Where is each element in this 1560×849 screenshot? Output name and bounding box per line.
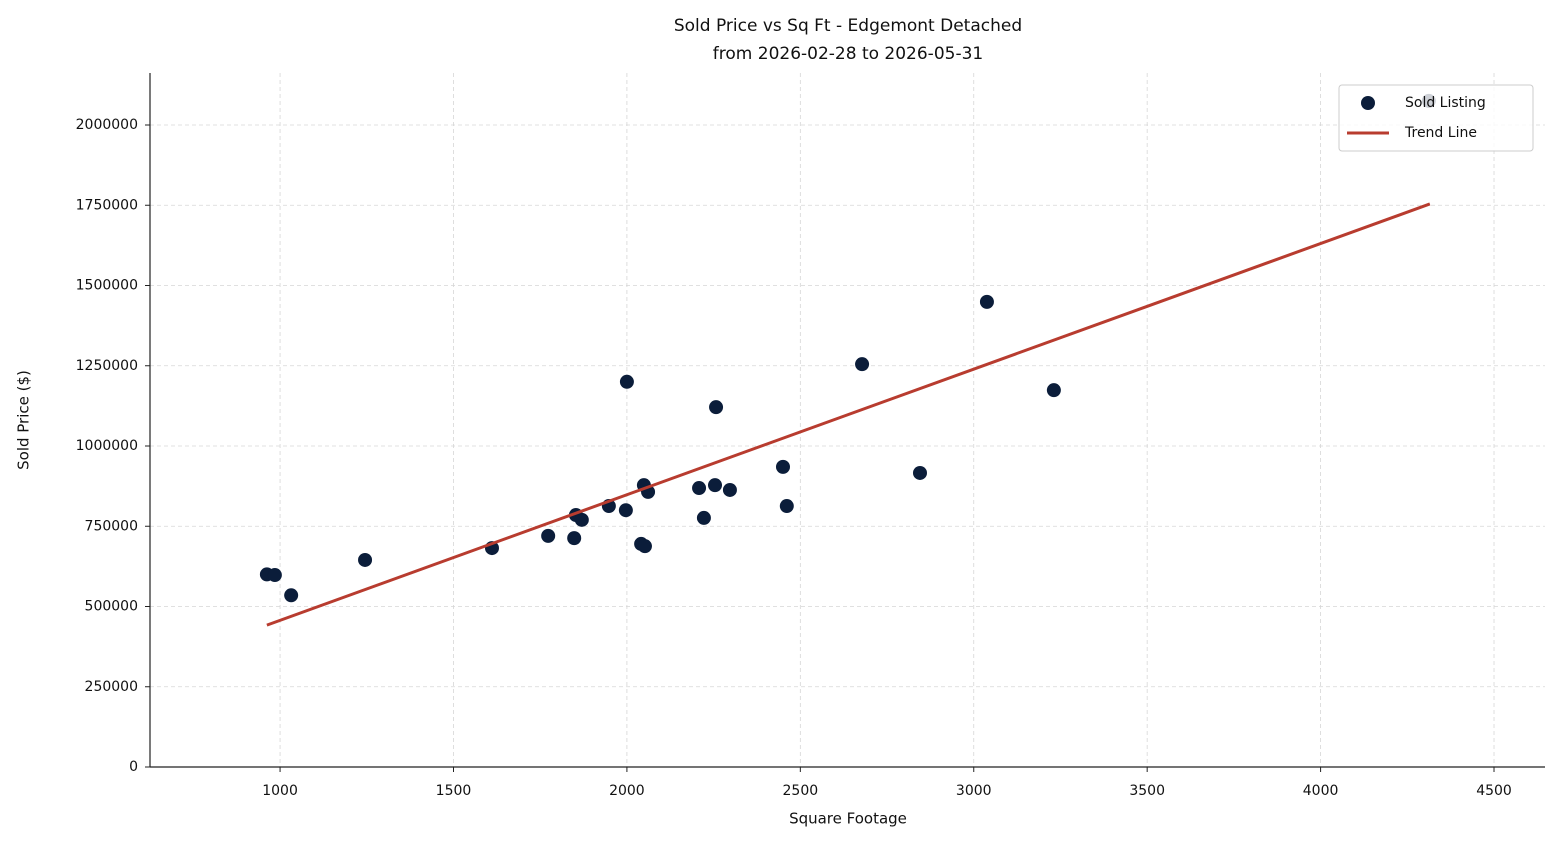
y-tick-label: 750000	[85, 518, 138, 534]
data-point	[722, 482, 737, 497]
chart-subtitle: from 2026-02-28 to 2026-05-31	[713, 44, 983, 64]
data-point	[696, 510, 711, 525]
y-tick-label: 1500000	[76, 278, 138, 294]
data-point	[567, 531, 582, 546]
legend-label: Trend Line	[1404, 125, 1477, 141]
data-point	[358, 552, 373, 567]
data-point	[855, 357, 870, 372]
x-tick-label: 1500	[436, 783, 472, 799]
data-point	[284, 588, 299, 603]
data-point	[979, 294, 994, 309]
x-tick-label: 1000	[262, 783, 298, 799]
y-tick-label: 250000	[85, 679, 138, 695]
y-axis-label: Sold Price ($)	[15, 370, 33, 470]
data-point	[912, 465, 927, 480]
data-point	[574, 512, 589, 527]
data-point	[1046, 383, 1061, 398]
chart-title: Sold Price vs Sq Ft - Edgemont Detached	[674, 16, 1022, 36]
x-tick-label: 3000	[956, 783, 992, 799]
y-tick-label: 500000	[85, 599, 138, 615]
x-tick-label: 2500	[783, 783, 819, 799]
data-point	[708, 478, 723, 493]
x-tick-label: 4500	[1476, 783, 1512, 799]
trend-line	[266, 202, 1431, 627]
data-point	[775, 459, 790, 474]
legend-label: Sold Listing	[1405, 95, 1486, 111]
x-tick-label: 2000	[609, 783, 645, 799]
data-point	[692, 481, 707, 496]
y-tick-label: 1750000	[76, 197, 138, 213]
x-tick-label: 3500	[1129, 783, 1165, 799]
y-tick-label: 1000000	[76, 438, 138, 454]
y-tick-label: 2000000	[76, 117, 138, 133]
x-axis-label: Square Footage	[789, 810, 907, 828]
data-point	[779, 499, 794, 514]
data-point	[637, 539, 652, 554]
legend-swatch	[1361, 96, 1375, 110]
data-point	[709, 400, 724, 415]
y-tick-label: 0	[129, 759, 138, 775]
data-point	[618, 503, 633, 518]
x-tick-label: 4000	[1303, 783, 1339, 799]
y-tick-label: 1250000	[76, 358, 138, 374]
data-point	[619, 374, 634, 389]
data-point	[541, 528, 556, 543]
data-point	[267, 568, 282, 583]
